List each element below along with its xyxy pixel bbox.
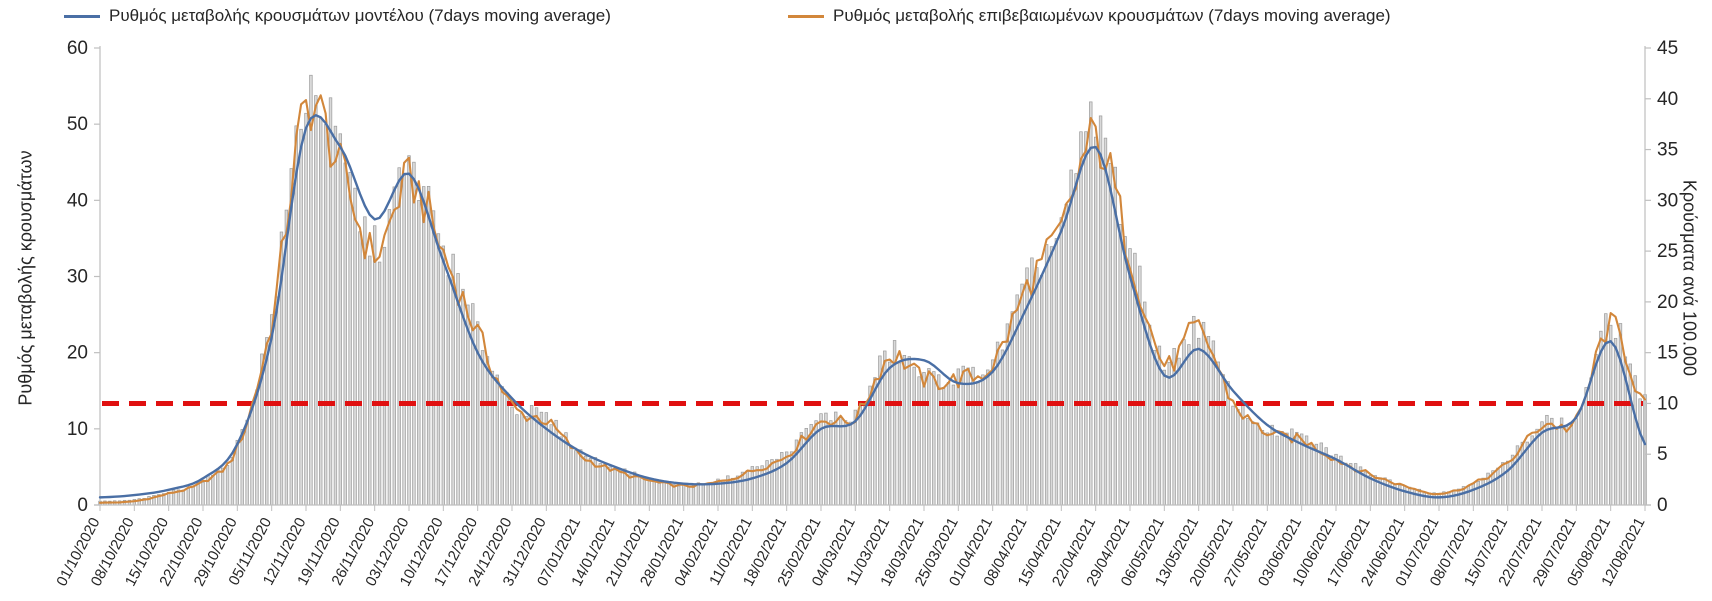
- svg-text:10: 10: [1657, 393, 1678, 414]
- model-line-swatch-icon: [64, 14, 100, 18]
- svg-text:20: 20: [67, 343, 88, 364]
- right-axis-title: Κρούσματα ανά 100.000: [1679, 179, 1700, 377]
- svg-text:20: 20: [1657, 292, 1678, 313]
- svg-text:15: 15: [1657, 343, 1678, 364]
- svg-text:40: 40: [1657, 89, 1678, 110]
- legend-label-confirmed: Ρυθμός μεταβολής επιβεβαιωμένων κρουσμάτ…: [833, 6, 1391, 25]
- svg-text:10: 10: [67, 419, 88, 440]
- svg-text:40: 40: [67, 190, 88, 211]
- svg-text:30: 30: [1657, 190, 1678, 211]
- legend-label-model: Ρυθμός μεταβολής κρουσμάτων μοντέλου (7d…: [109, 6, 611, 25]
- svg-text:60: 60: [67, 38, 88, 59]
- svg-text:35: 35: [1657, 140, 1678, 161]
- legend-item-model: Ρυθμός μεταβολής κρουσμάτων μοντέλου (7d…: [64, 6, 611, 26]
- svg-text:30: 30: [67, 267, 88, 288]
- svg-text:0: 0: [1657, 495, 1668, 516]
- svg-text:50: 50: [67, 114, 88, 135]
- confirmed-line-swatch-icon: [788, 14, 824, 18]
- svg-text:45: 45: [1657, 38, 1678, 59]
- svg-text:5: 5: [1657, 444, 1668, 465]
- left-axis-title: Ρυθμός μεταβολής κρουσμάτων: [15, 150, 36, 406]
- svg-text:0: 0: [77, 495, 88, 516]
- legend-item-confirmed: Ρυθμός μεταβολής επιβεβαιωμένων κρουσμάτ…: [788, 6, 1391, 26]
- svg-text:25: 25: [1657, 241, 1678, 262]
